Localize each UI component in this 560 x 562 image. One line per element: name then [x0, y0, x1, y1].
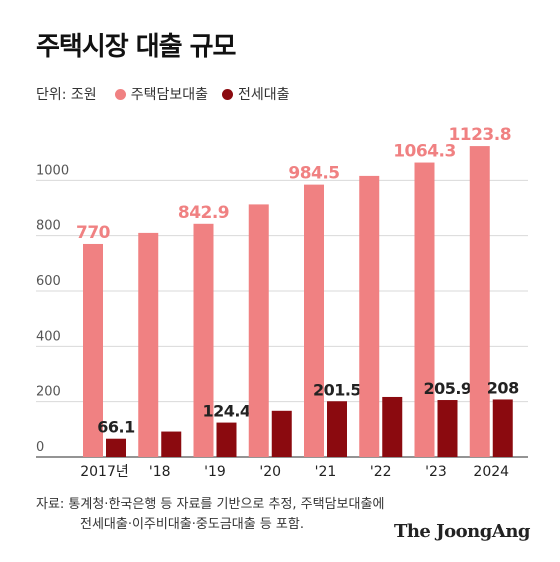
bar-mortgage	[469, 146, 490, 457]
bar-mortgage	[248, 204, 269, 457]
bar-chart: 0 200 400 600 800 1000 770 66.1 2017년 '18 842.9 124…	[36, 125, 528, 480]
unit-label: 단위: 조원	[36, 87, 97, 103]
y-tick-label: 800	[36, 219, 61, 234]
y-tick-label: 1000	[36, 163, 69, 178]
bar-jeonse	[437, 400, 458, 457]
data-label-mortgage: 770	[76, 223, 111, 243]
data-label-jeonse: 205.9	[423, 379, 471, 398]
bar-jeonse	[271, 410, 292, 457]
x-tick-label: '21	[315, 464, 337, 480]
x-tick-label: '19	[204, 464, 226, 480]
legend-label-jeonse: 전세대출	[237, 87, 290, 103]
legend-label-mortgage: 주택담보대출	[130, 87, 208, 103]
data-label-mortgage: 842.9	[178, 203, 229, 223]
source-note: 자료: 통계청·한국은행 등 자료를 기반으로 추정, 주택담보대출에 전세대출…	[36, 495, 384, 535]
x-tick-label: 2024	[473, 464, 509, 480]
chart-title: 주택시장 대출 규모	[36, 32, 236, 62]
brand-logo: The JoongAng	[393, 521, 531, 542]
x-tick-label: '18	[149, 464, 171, 480]
bar-jeonse	[382, 396, 403, 457]
bar-mortgage	[359, 175, 380, 457]
x-tick-label: '22	[370, 464, 392, 480]
bar-jeonse	[492, 399, 513, 457]
legend-item-mortgage: 주택담보대출	[114, 84, 208, 104]
data-label-mortgage: 1123.8	[448, 125, 511, 145]
bar-jeonse	[106, 438, 126, 457]
y-tick-label: 200	[36, 385, 61, 400]
data-label-jeonse: 124.4	[202, 402, 250, 421]
data-label-jeonse: 201.5	[313, 380, 361, 399]
bar-mortgage	[138, 232, 159, 457]
y-tick-label: 400	[36, 329, 61, 344]
data-label-mortgage: 984.5	[288, 164, 339, 184]
legend: 단위: 조원 주택담보대출 전세대출	[36, 84, 304, 104]
data-label-jeonse: 208	[487, 378, 519, 397]
legend-item-jeonse: 전세대출	[221, 84, 290, 104]
legend-swatch-jeonse	[221, 88, 233, 100]
source-line-2: 전세대출·이주비대출·중도금대출 등 포함.	[80, 517, 304, 532]
bar-mortgage	[304, 184, 324, 457]
bar-jeonse	[216, 422, 237, 457]
bar-mortgage	[83, 243, 103, 457]
data-label-mortgage: 1064.3	[393, 142, 456, 162]
source-line-1: 자료: 통계청·한국은행 등 자료를 기반으로 추정, 주택담보대출에	[36, 497, 385, 512]
bar-jeonse	[161, 431, 182, 457]
x-tick-label: '23	[425, 464, 447, 480]
data-label-jeonse: 66.1	[97, 418, 135, 437]
bar-jeonse	[327, 401, 347, 457]
legend-swatch-mortgage	[114, 88, 126, 100]
y-tick-label: 600	[36, 274, 61, 289]
x-tick-label: 2017년	[80, 464, 129, 480]
x-tick-label: '20	[259, 464, 281, 480]
bar-mortgage	[193, 223, 214, 457]
y-tick-label: 0	[36, 440, 44, 455]
bar-mortgage	[414, 162, 435, 457]
